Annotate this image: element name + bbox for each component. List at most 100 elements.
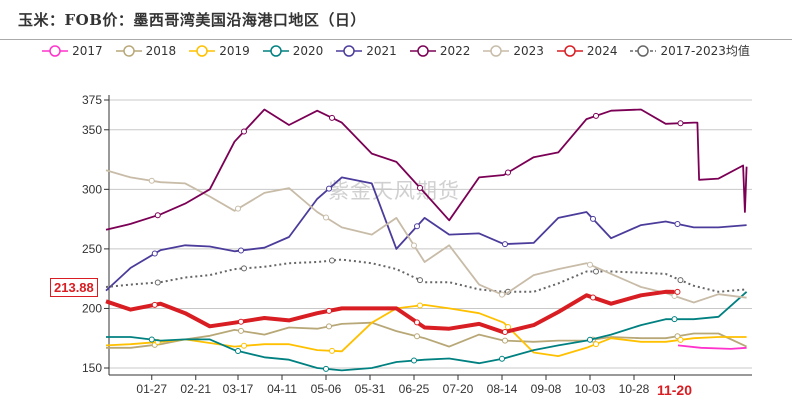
legend-item-2022[interactable]: 2022 bbox=[409, 42, 471, 59]
data-point-marker bbox=[151, 250, 158, 257]
chart-title: 玉米：FOB价：墨西哥湾美国沿海港口地区（日） bbox=[18, 11, 366, 29]
legend-symbol-icon bbox=[42, 44, 69, 57]
legend-symbol-icon bbox=[189, 44, 216, 57]
legend-symbol-icon bbox=[483, 44, 510, 57]
data-point-marker bbox=[238, 327, 244, 334]
legend-label: 2022 bbox=[439, 43, 471, 58]
data-point-marker bbox=[505, 323, 511, 330]
data-point-marker bbox=[241, 342, 247, 349]
data-point-marker bbox=[329, 347, 335, 354]
legend-item-2023[interactable]: 2023 bbox=[483, 42, 544, 59]
data-point-marker bbox=[677, 120, 684, 127]
data-point-marker bbox=[323, 365, 329, 372]
data-point-marker bbox=[414, 333, 420, 340]
legend-symbol-icon bbox=[336, 44, 363, 57]
data-point-marker bbox=[238, 318, 244, 325]
data-point-marker bbox=[411, 357, 417, 364]
legend-symbol-icon bbox=[409, 44, 436, 57]
data-point-marker bbox=[241, 128, 247, 135]
data-point-marker bbox=[151, 301, 158, 308]
y-tick-label: 150 bbox=[82, 361, 102, 375]
legend-label: 2018 bbox=[145, 43, 177, 58]
highlight-tick-bg bbox=[652, 381, 697, 399]
data-point-marker bbox=[326, 323, 332, 330]
legend-item-2017[interactable]: 2017 bbox=[42, 42, 103, 59]
data-point-marker bbox=[411, 242, 417, 249]
data-point-marker bbox=[329, 114, 335, 121]
legend-item-2021[interactable]: 2021 bbox=[336, 42, 397, 59]
data-point-marker bbox=[329, 257, 335, 264]
data-point-marker bbox=[677, 336, 684, 343]
data-point-marker bbox=[674, 333, 681, 340]
y-tick-label: 200 bbox=[82, 301, 102, 315]
last-value-label: 213.88 bbox=[50, 278, 98, 297]
data-point-marker bbox=[677, 277, 684, 284]
data-point-marker bbox=[323, 214, 329, 221]
data-point-marker bbox=[417, 277, 423, 284]
legend-label: 2017 bbox=[72, 43, 103, 58]
x-tick-label: 01-27 bbox=[136, 382, 167, 396]
data-point-marker bbox=[502, 241, 508, 248]
legend-symbol-icon bbox=[262, 44, 289, 57]
data-point-marker bbox=[593, 112, 599, 119]
x-tick-label-highlight: 11-20 bbox=[657, 382, 692, 398]
data-point-marker bbox=[417, 184, 423, 191]
legend-item-2018[interactable]: 2018 bbox=[115, 42, 177, 59]
data-point-marker bbox=[414, 223, 420, 230]
data-point-marker bbox=[417, 302, 423, 309]
y-tick-label: 375 bbox=[82, 93, 102, 107]
data-point-marker bbox=[414, 319, 420, 326]
data-point-marker bbox=[590, 294, 596, 301]
x-tick-label: 03-17 bbox=[223, 382, 254, 396]
data-point-marker bbox=[241, 265, 247, 272]
series-line-2017-2023均值 bbox=[105, 258, 747, 293]
data-point-marker bbox=[148, 336, 155, 343]
x-tick-label: 05-06 bbox=[311, 382, 342, 396]
legend-item-2017-2023均值[interactable]: 2017-2023均值 bbox=[630, 42, 750, 59]
series-line-2022 bbox=[105, 108, 748, 231]
series-line-2017 bbox=[677, 344, 747, 350]
watermark: 紫金天风期货 bbox=[328, 179, 460, 203]
legend-label: 2021 bbox=[366, 43, 397, 58]
data-point-marker bbox=[674, 288, 681, 295]
data-point-marker bbox=[671, 316, 678, 323]
data-point-marker bbox=[587, 336, 593, 343]
x-tick-label: 10-03 bbox=[575, 382, 606, 396]
y-tick-label: 300 bbox=[82, 182, 102, 196]
y-tick-label: 250 bbox=[82, 242, 102, 256]
legend-label: 2020 bbox=[292, 43, 324, 58]
data-point-marker bbox=[593, 341, 599, 348]
legend-symbol-icon bbox=[556, 44, 583, 57]
x-tick-label: 08-14 bbox=[487, 382, 518, 396]
legend: 2017 2018 2019 2020 2021 2022 2023 2024 2017-202… bbox=[0, 42, 792, 59]
y-tick-label: 350 bbox=[82, 123, 102, 137]
data-point-marker bbox=[593, 268, 599, 275]
data-point-marker bbox=[502, 337, 508, 344]
data-point-marker bbox=[238, 247, 244, 254]
x-tick-label: 02-21 bbox=[180, 382, 211, 396]
legend-label: 2024 bbox=[586, 43, 618, 58]
legend-symbol-icon bbox=[630, 44, 657, 57]
data-point-marker bbox=[499, 355, 505, 362]
data-point-marker bbox=[326, 185, 332, 192]
data-point-marker bbox=[326, 307, 332, 314]
series-line-2023 bbox=[105, 169, 747, 304]
legend-item-2019[interactable]: 2019 bbox=[189, 42, 250, 59]
x-tick-label: 05-31 bbox=[355, 382, 386, 396]
data-point-marker bbox=[502, 328, 508, 335]
series-line-2019 bbox=[105, 304, 747, 357]
series-line-2021 bbox=[105, 176, 747, 292]
legend-item-2024[interactable]: 2024 bbox=[556, 42, 618, 59]
data-point-marker bbox=[499, 291, 505, 298]
data-point-marker bbox=[148, 177, 155, 184]
data-point-marker bbox=[235, 347, 241, 354]
legend-symbol-icon bbox=[115, 44, 142, 57]
data-point-marker bbox=[154, 279, 161, 286]
x-tick-label: 04-11 bbox=[267, 382, 297, 396]
x-tick-label: 09-08 bbox=[531, 382, 562, 396]
data-point-marker bbox=[505, 169, 511, 176]
title-divider bbox=[0, 39, 792, 40]
legend-item-2020[interactable]: 2020 bbox=[262, 42, 324, 59]
x-tick-label: 06-25 bbox=[399, 382, 430, 396]
